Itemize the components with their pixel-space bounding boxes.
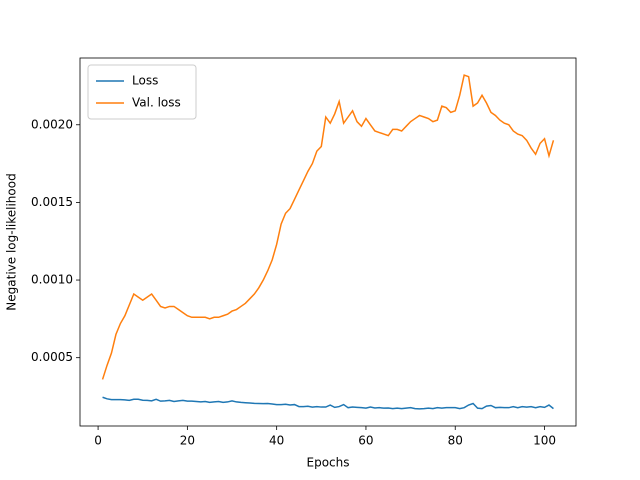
x-tick-label: 0 bbox=[94, 434, 102, 448]
series-line bbox=[101, 74, 555, 380]
x-tick-label: 40 bbox=[269, 434, 284, 448]
y-axis-label: Negative log-likelihood bbox=[5, 173, 19, 310]
y-tick-label: 0.0020 bbox=[31, 117, 73, 131]
legend-label: Val. loss bbox=[132, 96, 181, 110]
y-tick-label: 0.0010 bbox=[31, 273, 73, 287]
y-tick-label: 0.0015 bbox=[31, 195, 73, 209]
x-tick-label: 60 bbox=[358, 434, 373, 448]
series-line bbox=[102, 396, 554, 410]
x-tick-label: 80 bbox=[448, 434, 463, 448]
legend: Loss Val. loss bbox=[87, 64, 197, 120]
y-tick-label: 0.0005 bbox=[31, 350, 73, 364]
plot-frame bbox=[79, 57, 577, 427]
legend-box bbox=[87, 64, 197, 120]
legend-label: Loss bbox=[132, 74, 158, 88]
x-axis-label: Epochs bbox=[307, 456, 350, 470]
x-tick-label: 20 bbox=[180, 434, 195, 448]
x-tick-label: 100 bbox=[533, 434, 556, 448]
